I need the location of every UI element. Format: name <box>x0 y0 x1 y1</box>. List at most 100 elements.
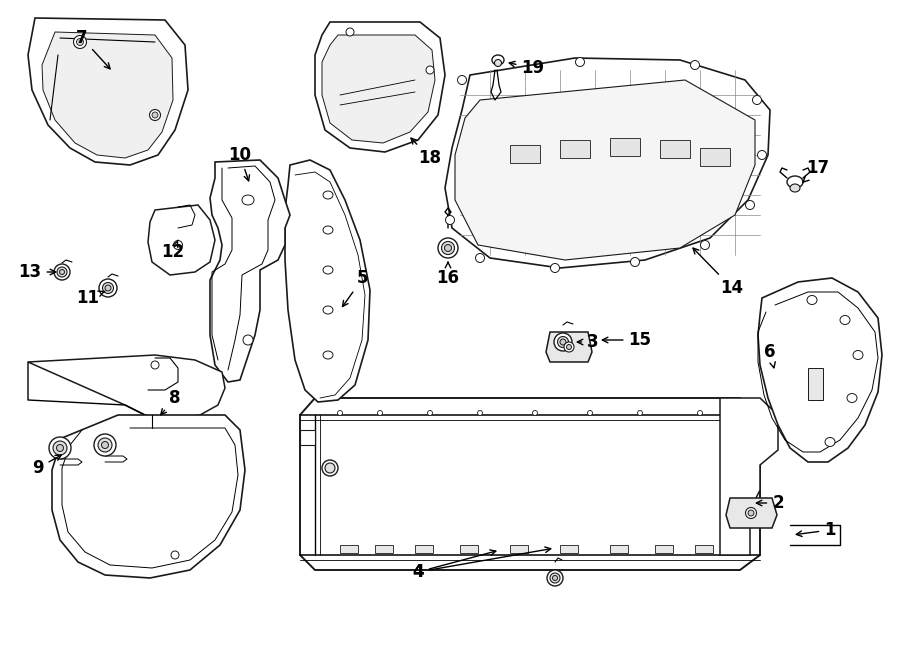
Ellipse shape <box>57 444 64 451</box>
Ellipse shape <box>102 442 109 449</box>
Ellipse shape <box>323 191 333 199</box>
Ellipse shape <box>494 59 501 67</box>
Polygon shape <box>726 498 777 528</box>
Bar <box>610 545 628 553</box>
Text: 4: 4 <box>412 547 551 581</box>
Ellipse shape <box>588 410 592 416</box>
Ellipse shape <box>475 254 484 262</box>
Text: 7: 7 <box>76 29 110 69</box>
Ellipse shape <box>478 410 482 416</box>
Ellipse shape <box>557 336 569 348</box>
Text: 4: 4 <box>412 550 496 581</box>
Ellipse shape <box>242 195 254 205</box>
Bar <box>510 545 528 553</box>
Text: 13: 13 <box>18 263 56 281</box>
Bar <box>560 545 578 553</box>
Ellipse shape <box>171 551 179 559</box>
Ellipse shape <box>547 570 563 586</box>
Ellipse shape <box>551 264 560 272</box>
Polygon shape <box>285 160 370 402</box>
Ellipse shape <box>346 28 354 36</box>
Ellipse shape <box>59 270 65 274</box>
Ellipse shape <box>492 55 504 65</box>
Ellipse shape <box>54 264 70 280</box>
Polygon shape <box>52 415 245 578</box>
Text: 15: 15 <box>602 331 652 349</box>
Ellipse shape <box>853 350 863 360</box>
Polygon shape <box>210 160 290 382</box>
Text: 5: 5 <box>343 269 369 307</box>
Ellipse shape <box>243 335 253 345</box>
Ellipse shape <box>325 463 335 473</box>
Ellipse shape <box>94 434 116 456</box>
Polygon shape <box>300 430 315 445</box>
Polygon shape <box>758 278 882 462</box>
Ellipse shape <box>438 238 458 258</box>
Ellipse shape <box>700 241 709 249</box>
Ellipse shape <box>752 95 761 104</box>
Polygon shape <box>300 398 760 570</box>
Ellipse shape <box>152 112 158 118</box>
Polygon shape <box>42 32 173 158</box>
Bar <box>660 140 690 158</box>
Ellipse shape <box>98 438 112 452</box>
Ellipse shape <box>428 410 433 416</box>
Ellipse shape <box>323 306 333 314</box>
Bar <box>560 140 590 158</box>
Ellipse shape <box>825 438 835 446</box>
Ellipse shape <box>698 410 703 416</box>
Bar <box>655 545 673 553</box>
Ellipse shape <box>49 437 71 459</box>
Ellipse shape <box>174 241 183 249</box>
Ellipse shape <box>554 333 572 351</box>
Ellipse shape <box>575 58 584 67</box>
Text: 12: 12 <box>161 240 184 261</box>
Ellipse shape <box>560 339 566 345</box>
Polygon shape <box>720 398 778 555</box>
Ellipse shape <box>323 266 333 274</box>
Ellipse shape <box>550 573 560 583</box>
Bar <box>375 545 393 553</box>
Polygon shape <box>546 332 592 362</box>
Polygon shape <box>28 355 225 420</box>
Bar <box>415 545 433 553</box>
Polygon shape <box>28 18 188 165</box>
Ellipse shape <box>338 410 343 416</box>
Ellipse shape <box>748 510 754 516</box>
Text: 8: 8 <box>161 389 181 414</box>
Ellipse shape <box>323 226 333 234</box>
Polygon shape <box>445 58 770 268</box>
Text: 16: 16 <box>436 262 460 287</box>
Ellipse shape <box>790 184 800 192</box>
Bar <box>610 138 640 156</box>
Ellipse shape <box>637 410 643 416</box>
Polygon shape <box>322 35 435 143</box>
Bar <box>700 148 730 166</box>
Ellipse shape <box>105 285 111 291</box>
Text: 9: 9 <box>32 455 61 477</box>
Polygon shape <box>455 80 755 260</box>
Ellipse shape <box>690 61 699 69</box>
Ellipse shape <box>840 315 850 325</box>
Ellipse shape <box>149 110 160 120</box>
Ellipse shape <box>446 215 454 225</box>
Ellipse shape <box>807 295 817 305</box>
Ellipse shape <box>847 393 857 403</box>
Ellipse shape <box>745 508 757 518</box>
Ellipse shape <box>533 410 537 416</box>
Ellipse shape <box>74 36 86 48</box>
Ellipse shape <box>377 410 382 416</box>
Polygon shape <box>315 22 445 152</box>
Ellipse shape <box>53 441 67 455</box>
Text: 14: 14 <box>693 248 743 297</box>
Ellipse shape <box>564 342 574 352</box>
Text: 1: 1 <box>796 521 836 539</box>
Ellipse shape <box>323 351 333 359</box>
Ellipse shape <box>631 258 640 266</box>
Ellipse shape <box>442 241 454 254</box>
Text: 18: 18 <box>411 138 442 167</box>
Ellipse shape <box>787 176 803 188</box>
Ellipse shape <box>57 267 67 277</box>
Text: 11: 11 <box>76 289 105 307</box>
Ellipse shape <box>151 361 159 369</box>
